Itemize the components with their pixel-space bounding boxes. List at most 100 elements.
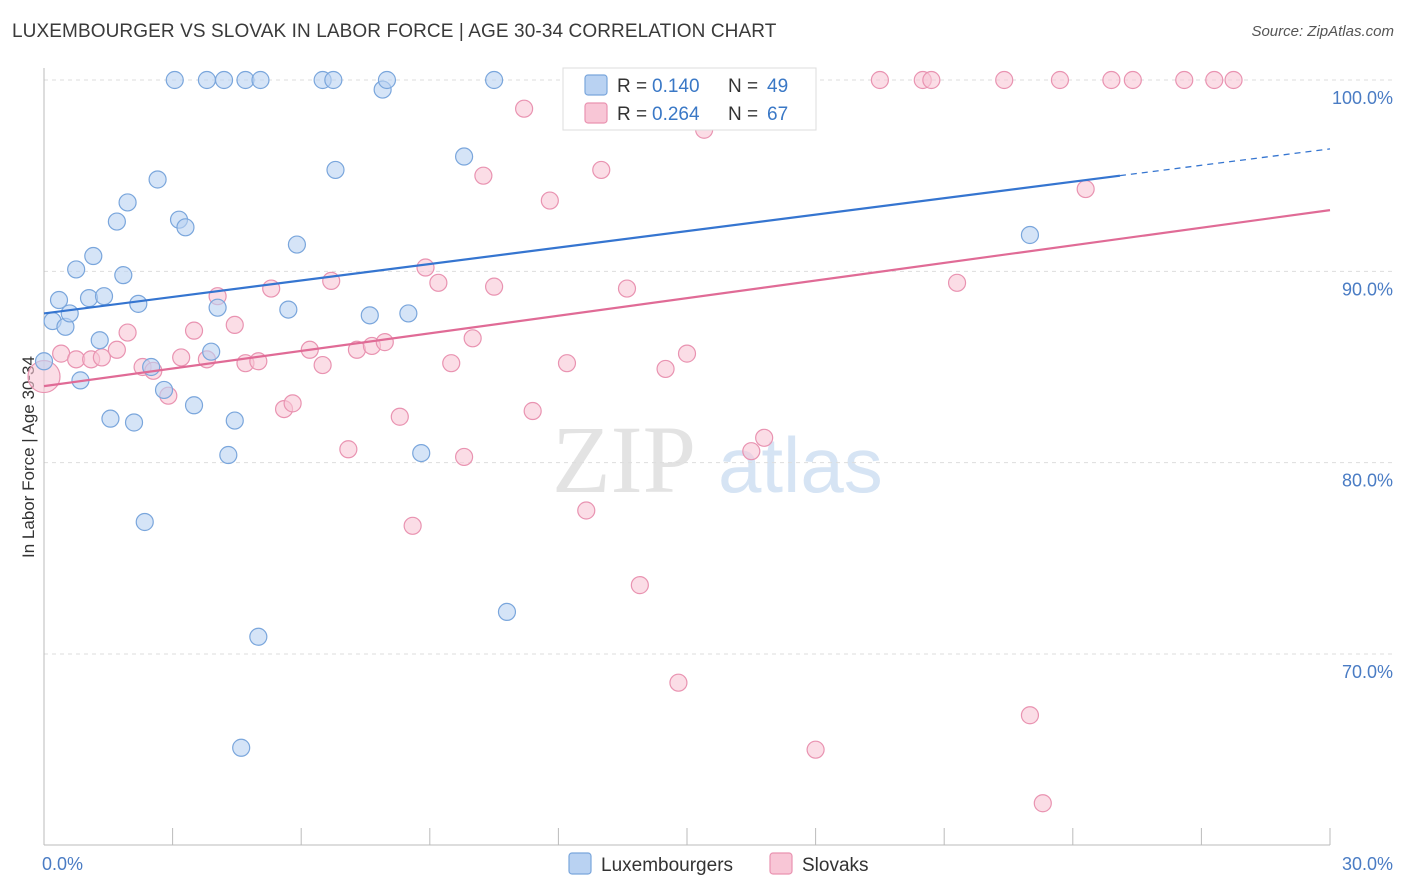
- luxembourgers-point-31: [232, 738, 251, 757]
- slovaks-point-59: [1033, 794, 1052, 813]
- luxembourgers-point-34: [249, 627, 268, 646]
- luxembourgers-point-10: [94, 287, 114, 306]
- slovaks-point-50: [742, 442, 761, 461]
- y-tick-label-90: 90.0%: [1342, 279, 1393, 299]
- trend-lines: [43, 148, 1331, 388]
- y-tick-label-70: 70.0%: [1342, 662, 1393, 682]
- luxembourgers-point-23: [176, 218, 195, 237]
- slovaks-point-36: [515, 99, 534, 118]
- slovaks-point-19: [283, 394, 302, 413]
- luxembourgers-point-46: [485, 70, 504, 90]
- slovaks-point-66: [1102, 70, 1121, 90]
- slovaks-point-21: [313, 355, 332, 375]
- slovaks-point-31: [442, 354, 461, 373]
- slovaks-point-4: [92, 348, 111, 367]
- luxembourgers-point-39: [326, 160, 345, 180]
- luxembourgers-point-2: [49, 290, 69, 310]
- bottom-legend-label-luxembourgers: Luxembourgers: [601, 855, 733, 876]
- slovaks-point-34: [474, 166, 493, 185]
- luxembourgers-point-38: [324, 70, 343, 90]
- luxembourgers-point-12: [107, 212, 126, 231]
- legend-r-value-1: 0.140: [652, 76, 700, 97]
- slovaks-point-33: [463, 329, 482, 348]
- slovaks-point-57: [995, 70, 1014, 90]
- slovaks-point-51: [755, 428, 774, 447]
- slovaks-point-52: [806, 740, 825, 759]
- luxembourgers-point-48: [1020, 225, 1040, 245]
- slovaks-point-56: [947, 273, 967, 292]
- bottom-legend-swatch-slovaks: [769, 852, 793, 875]
- legend-swatch-slovaks: [584, 102, 608, 124]
- luxembourgers-point-44: [412, 444, 431, 463]
- luxembourgers-trend-extension: [1119, 148, 1331, 177]
- slovaks-point-6: [118, 323, 137, 342]
- x-tick-label-max: 30.0%: [1342, 854, 1393, 874]
- luxembourgers-point-42: [377, 70, 397, 90]
- slovaks-point-55: [922, 70, 941, 90]
- slovaks-point-28: [403, 516, 422, 535]
- slovaks-point-35: [485, 277, 504, 296]
- slovaks-point-23: [339, 440, 358, 459]
- slovaks-point-47: [677, 344, 697, 363]
- luxembourgers-point-30: [225, 411, 244, 430]
- luxembourgers-point-25: [197, 70, 216, 90]
- luxembourgers-point-11: [101, 409, 120, 428]
- slovaks-trend-line: [43, 209, 1331, 388]
- luxembourgers-point-17: [135, 512, 154, 532]
- slovaks-point-58: [1020, 706, 1040, 725]
- slovaks-point-63: [1175, 70, 1194, 90]
- watermark-atlas: atlas: [718, 421, 883, 509]
- slovaks-point-42: [592, 160, 611, 180]
- luxembourgers-point-4: [60, 304, 79, 323]
- legend-n-value-2: 67: [767, 104, 788, 125]
- luxembourgers-point-47: [497, 602, 517, 622]
- slovaks-point-38: [540, 191, 559, 210]
- slovaks-point-41: [577, 501, 596, 520]
- legend-r-value-2: 0.264: [652, 104, 700, 125]
- legend-r-label-2: R =: [617, 104, 647, 125]
- luxembourgers-point-14: [118, 193, 137, 212]
- legend-n-value-1: 49: [767, 76, 788, 97]
- bottom-legend-label-slovaks: Slovaks: [802, 855, 869, 876]
- x-tick-label-min: 0.0%: [42, 854, 83, 874]
- slovaks-point-39: [557, 354, 577, 373]
- slovaks-point-37: [523, 401, 542, 421]
- luxembourgers-point-13: [114, 266, 133, 285]
- slovaks-point-5: [107, 340, 126, 359]
- series-legend: Luxembourgers Slovaks: [568, 852, 869, 876]
- y-tick-label-80: 80.0%: [1342, 471, 1393, 491]
- luxembourgers-point-28: [214, 70, 234, 90]
- slovaks-point-65: [1224, 70, 1243, 90]
- slovaks-point-30: [429, 273, 448, 292]
- legend-r-label-1: R =: [617, 76, 647, 97]
- luxembourgers-point-29: [219, 445, 238, 465]
- y-tick-label-100: 100.0%: [1332, 88, 1393, 108]
- slovaks-point-62: [1123, 70, 1142, 90]
- bottom-legend-swatch-luxembourgers: [568, 852, 592, 875]
- correlation-legend: R = 0.140 N = 49 R = 0.264 N = 67: [562, 67, 817, 131]
- slovaks-point-60: [1050, 70, 1070, 90]
- slovaks-point-43: [617, 279, 637, 298]
- luxembourgers-trend-line: [43, 174, 1121, 315]
- luxembourgers-point-36: [287, 235, 307, 254]
- luxembourgers-points: [34, 70, 1040, 757]
- luxembourgers-point-40: [360, 306, 379, 325]
- slovaks-point-46: [669, 673, 688, 692]
- slovaks-point-64: [1205, 70, 1224, 90]
- chart-source: Source: ZipAtlas.com: [1251, 23, 1394, 40]
- luxembourgers-point-8: [84, 246, 103, 266]
- luxembourgers-point-24: [184, 396, 204, 415]
- slovaks-point-29: [416, 258, 435, 277]
- slovaks-point-10: [172, 348, 191, 367]
- luxembourgers-point-45: [454, 147, 474, 166]
- luxembourgers-point-33: [251, 70, 270, 90]
- luxembourgers-point-0: [34, 352, 54, 371]
- slovaks-point-27: [390, 407, 409, 426]
- slovaks-point-26: [375, 333, 394, 352]
- luxembourgers-point-15: [124, 413, 144, 432]
- chart-title: LUXEMBOURGER VS SLOVAK IN LABOR FORCE | …: [12, 21, 777, 42]
- legend-n-label-2: N =: [728, 104, 758, 125]
- luxembourgers-point-20: [154, 380, 174, 400]
- slovaks-point-14: [225, 315, 244, 335]
